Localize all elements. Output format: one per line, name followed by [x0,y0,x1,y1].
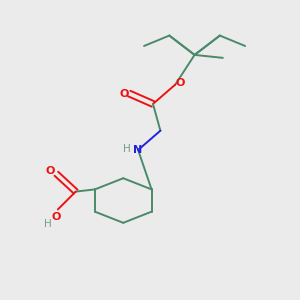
Text: O: O [52,212,61,222]
Text: H: H [44,219,51,229]
Text: N: N [134,145,143,155]
Text: O: O [176,78,185,88]
Text: O: O [46,166,55,176]
Text: O: O [119,88,128,98]
Text: H: H [123,143,131,154]
